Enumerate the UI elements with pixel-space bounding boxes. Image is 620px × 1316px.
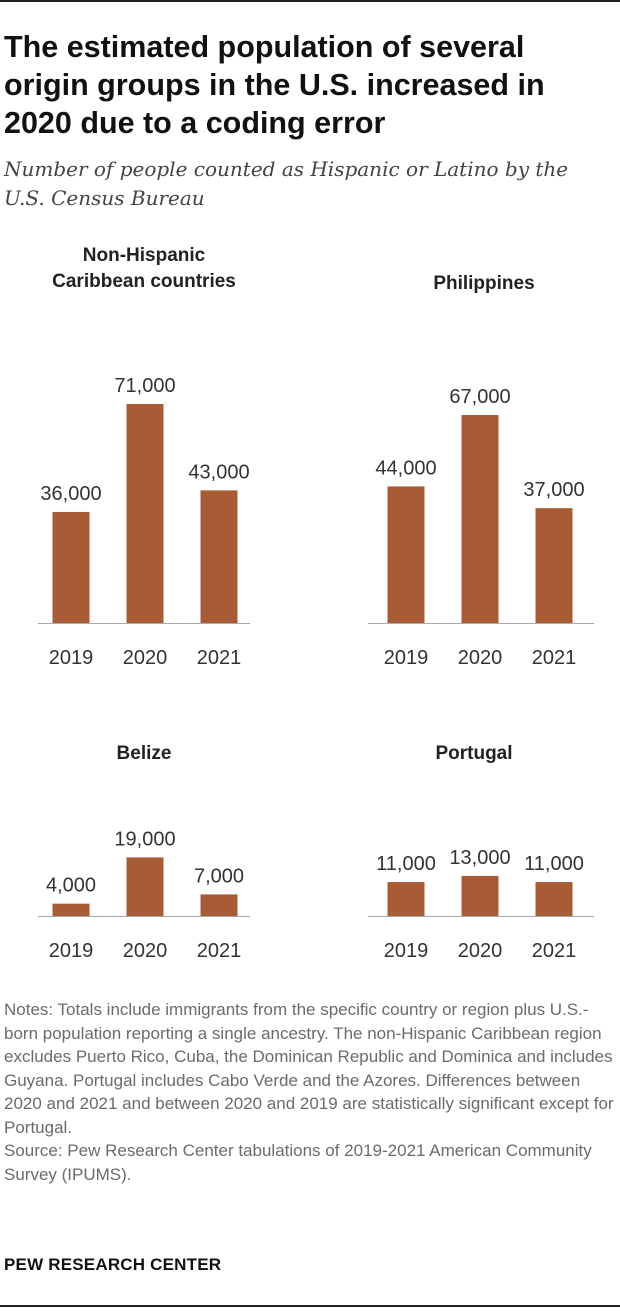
data-label-2021: 37,000 — [523, 479, 584, 501]
x-tick-label-2019: 2019 — [49, 647, 94, 669]
bar-2021 — [535, 882, 573, 916]
small-multiples-bar-chart: 36,000 2019 71,000 2020 43,000 2021 44,000 2019… — [38, 375, 594, 962]
data-label-2019: 44,000 — [375, 457, 436, 479]
x-tick-label-2020: 2020 — [458, 647, 503, 669]
x-tick-label-2020: 2020 — [458, 940, 503, 962]
data-label-2021: 11,000 — [524, 853, 584, 875]
x-tick-label-2021: 2021 — [197, 647, 242, 669]
bar-2021 — [200, 490, 238, 623]
data-label-2021: 43,000 — [188, 461, 249, 483]
data-label-2020: 71,000 — [114, 375, 175, 397]
x-tick-label-2020: 2020 — [123, 647, 168, 669]
bar-2019 — [52, 511, 90, 623]
x-tick-label-2019: 2019 — [49, 940, 94, 962]
data-label-2020: 13,000 — [449, 847, 510, 869]
notes-block: Notes: Totals include immigrants from th… — [4, 998, 616, 1186]
x-tick-label-2021: 2021 — [197, 940, 242, 962]
panel-title-portugal: Portugal — [435, 743, 513, 764]
x-tick-label-2021: 2021 — [532, 647, 577, 669]
data-label-2019: 36,000 — [40, 483, 101, 505]
x-tick-label-2021: 2021 — [532, 940, 577, 962]
bar-2019 — [387, 882, 425, 916]
notes-text: Notes: Totals include immigrants from th… — [4, 1000, 614, 1137]
chart-title: The estimated population of several orig… — [4, 30, 545, 140]
footer-brand: PEW RESEARCH CENTER — [4, 1255, 222, 1274]
x-tick-label-2019: 2019 — [384, 647, 429, 669]
bar-2020 — [126, 857, 164, 916]
bar-2020 — [461, 875, 499, 916]
source-text: Source: Pew Research Center tabulations … — [4, 1141, 592, 1184]
panel-title-philippines: Philippines — [433, 273, 535, 294]
bar-2020 — [126, 404, 164, 623]
x-tick-label-2019: 2019 — [384, 940, 429, 962]
bar-2021 — [200, 894, 238, 916]
bar-2020 — [461, 415, 499, 623]
bottom-rule — [0, 1305, 620, 1307]
data-label-2019: 4,000 — [46, 875, 96, 897]
data-label-2021: 7,000 — [194, 865, 244, 887]
bar-2021 — [535, 508, 573, 623]
chart-subtitle: Number of people counted as Hispanic or … — [4, 157, 569, 210]
data-label-2020: 19,000 — [114, 828, 175, 850]
bar-2019 — [387, 486, 425, 623]
top-rule — [0, 0, 620, 2]
bar-2019 — [52, 903, 90, 916]
data-label-2020: 67,000 — [449, 386, 510, 408]
data-label-2019: 11,000 — [376, 853, 436, 875]
x-tick-label-2020: 2020 — [123, 940, 168, 962]
panel-title-caribbean: Non-Hispanic Caribbean countries — [52, 245, 236, 292]
panel-title-belize: Belize — [116, 743, 172, 764]
